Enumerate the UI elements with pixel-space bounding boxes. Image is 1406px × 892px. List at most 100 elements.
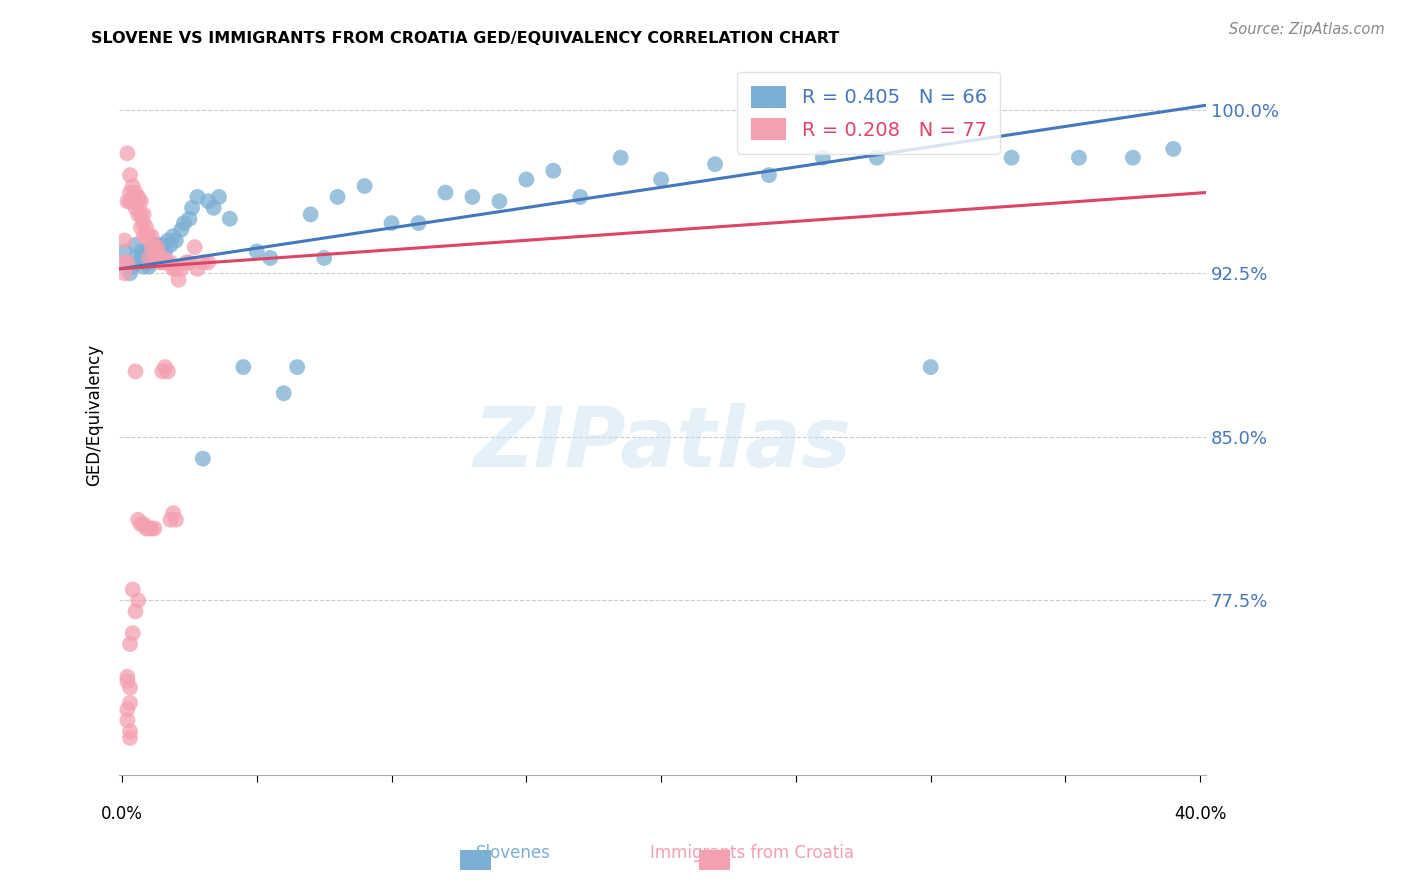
Point xyxy=(135,255,157,269)
Point xyxy=(124,238,146,252)
Point xyxy=(159,238,181,252)
Point xyxy=(353,179,375,194)
Point xyxy=(143,521,166,535)
Point xyxy=(127,593,149,607)
Point xyxy=(138,521,160,535)
Point xyxy=(141,255,163,269)
Point xyxy=(120,168,142,182)
Point xyxy=(156,255,179,269)
Point xyxy=(202,201,225,215)
Point xyxy=(138,251,160,265)
Text: Source: ZipAtlas.com: Source: ZipAtlas.com xyxy=(1229,22,1385,37)
Point xyxy=(141,240,163,254)
Point xyxy=(124,190,146,204)
Point xyxy=(186,261,208,276)
Point xyxy=(127,190,149,204)
Point xyxy=(127,255,149,269)
Point xyxy=(121,179,143,194)
Point xyxy=(153,359,176,374)
Point xyxy=(179,255,201,269)
Point xyxy=(117,255,139,269)
Point xyxy=(127,513,149,527)
Point xyxy=(1067,151,1090,165)
Point xyxy=(117,255,139,269)
Point xyxy=(138,229,160,244)
Point xyxy=(152,238,174,252)
Point xyxy=(162,261,184,276)
Point xyxy=(143,240,166,254)
Point xyxy=(129,517,152,532)
Point xyxy=(135,229,157,244)
Point xyxy=(197,255,219,269)
Point xyxy=(120,194,142,209)
Point xyxy=(146,240,169,254)
Point xyxy=(135,244,157,259)
Point xyxy=(218,211,240,226)
Point xyxy=(129,220,152,235)
Point xyxy=(120,186,142,200)
Point xyxy=(132,229,155,244)
Point xyxy=(170,222,193,236)
Point xyxy=(170,261,193,276)
Point xyxy=(141,521,163,535)
Point xyxy=(866,151,889,165)
Point xyxy=(326,190,349,204)
Point xyxy=(117,702,139,716)
Point xyxy=(232,359,254,374)
Point xyxy=(920,359,942,374)
Point xyxy=(165,261,187,276)
Point xyxy=(129,244,152,259)
Point xyxy=(132,517,155,532)
Text: 0.0%: 0.0% xyxy=(101,805,143,823)
Point xyxy=(121,190,143,204)
Point xyxy=(117,714,139,728)
Point xyxy=(314,251,336,265)
Point xyxy=(156,234,179,248)
Point xyxy=(159,513,181,527)
Point xyxy=(120,724,142,739)
Point xyxy=(149,249,172,263)
Text: 40.0%: 40.0% xyxy=(1174,805,1226,823)
Point xyxy=(146,251,169,265)
Point xyxy=(609,151,631,165)
Point xyxy=(120,731,142,745)
Point xyxy=(120,681,142,695)
Point xyxy=(135,521,157,535)
Point xyxy=(146,238,169,252)
Point xyxy=(162,229,184,244)
Point xyxy=(186,190,208,204)
Point xyxy=(132,260,155,274)
Point xyxy=(149,255,172,269)
Point xyxy=(273,386,295,401)
Point xyxy=(152,364,174,378)
Point xyxy=(143,249,166,263)
Point xyxy=(159,255,181,269)
Text: SLOVENE VS IMMIGRANTS FROM CROATIA GED/EQUIVALENCY CORRELATION CHART: SLOVENE VS IMMIGRANTS FROM CROATIA GED/E… xyxy=(91,31,839,46)
Point xyxy=(408,216,430,230)
Point xyxy=(152,255,174,269)
Point xyxy=(569,190,592,204)
Y-axis label: GED/Equivalency: GED/Equivalency xyxy=(86,344,103,486)
Point xyxy=(114,255,136,269)
Point xyxy=(165,513,187,527)
Point xyxy=(173,216,195,230)
Point xyxy=(380,216,402,230)
Point xyxy=(143,238,166,252)
Text: ZIPatlas: ZIPatlas xyxy=(474,403,852,484)
Point xyxy=(176,255,198,269)
Point xyxy=(704,157,727,171)
Point xyxy=(650,172,672,186)
Point xyxy=(135,220,157,235)
Text: Immigrants from Croatia: Immigrants from Croatia xyxy=(650,844,855,862)
Point xyxy=(138,260,160,274)
Point xyxy=(114,234,136,248)
Point xyxy=(162,506,184,520)
Point xyxy=(121,582,143,597)
Point xyxy=(1122,151,1144,165)
Point xyxy=(515,172,537,186)
Point xyxy=(127,207,149,221)
Point xyxy=(121,194,143,209)
Text: Slovenes: Slovenes xyxy=(475,844,551,862)
Point xyxy=(167,273,190,287)
Point xyxy=(184,240,207,254)
